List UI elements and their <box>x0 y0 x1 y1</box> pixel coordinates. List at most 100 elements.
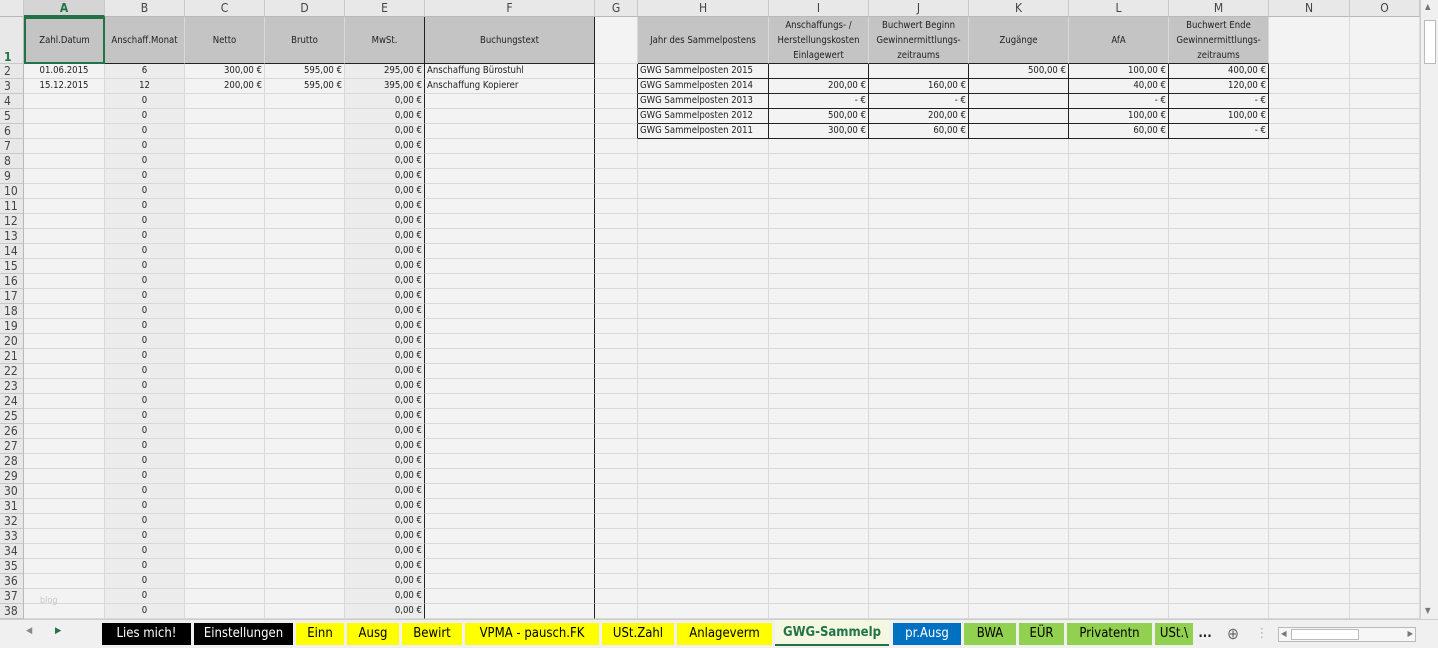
cell-N5[interactable] <box>1269 109 1350 124</box>
cell-C38[interactable] <box>185 604 265 619</box>
sheet-tab[interactable]: Bewirt <box>402 623 462 645</box>
cell-K13[interactable] <box>969 229 1069 244</box>
cell-A18[interactable] <box>24 304 105 319</box>
cell-B19[interactable]: 0 <box>105 319 185 334</box>
column-header-o[interactable]: O <box>1350 0 1420 17</box>
cell-H11[interactable] <box>638 199 769 214</box>
cell-A8[interactable] <box>24 154 105 169</box>
cell-L29[interactable] <box>1069 469 1169 484</box>
cell-M29[interactable] <box>1169 469 1269 484</box>
row-header[interactable]: 16 <box>0 274 24 289</box>
row-header[interactable]: 37 <box>0 589 24 604</box>
cell-O14[interactable] <box>1350 244 1420 259</box>
cell-E25[interactable]: 0,00 € <box>345 409 425 424</box>
cell-L3[interactable]: 40,00 € <box>1069 79 1169 94</box>
cell-D33[interactable] <box>265 529 345 544</box>
cell-H16[interactable] <box>638 274 769 289</box>
cell-I32[interactable] <box>769 514 869 529</box>
cell-J3[interactable]: 160,00 € <box>869 79 969 94</box>
cell-N24[interactable] <box>1269 394 1350 409</box>
cell-J32[interactable] <box>869 514 969 529</box>
cell-E8[interactable]: 0,00 € <box>345 154 425 169</box>
cell-F25[interactable] <box>425 409 595 424</box>
cell-O25[interactable] <box>1350 409 1420 424</box>
cell-J34[interactable] <box>869 544 969 559</box>
cell-M38[interactable] <box>1169 604 1269 619</box>
cell-D35[interactable] <box>265 559 345 574</box>
cell-I36[interactable] <box>769 574 869 589</box>
cell-O34[interactable] <box>1350 544 1420 559</box>
cell-M15[interactable] <box>1169 259 1269 274</box>
cell-L12[interactable] <box>1069 214 1169 229</box>
cell-B8[interactable]: 0 <box>105 154 185 169</box>
cell-D27[interactable] <box>265 439 345 454</box>
cell-I35[interactable] <box>769 559 869 574</box>
cell-J29[interactable] <box>869 469 969 484</box>
cell-F6[interactable] <box>425 124 595 139</box>
cell-B17[interactable]: 0 <box>105 289 185 304</box>
cell-N10[interactable] <box>1269 184 1350 199</box>
cell-F30[interactable] <box>425 484 595 499</box>
cell-G37[interactable] <box>595 589 638 604</box>
cell-M35[interactable] <box>1169 559 1269 574</box>
cell-A28[interactable] <box>24 454 105 469</box>
cell-F11[interactable] <box>425 199 595 214</box>
cell-D9[interactable] <box>265 169 345 184</box>
row-header[interactable]: 18 <box>0 304 24 319</box>
cell-L6[interactable]: 60,00 € <box>1069 124 1169 139</box>
cell-J30[interactable] <box>869 484 969 499</box>
cell-K9[interactable] <box>969 169 1069 184</box>
cell-E10[interactable]: 0,00 € <box>345 184 425 199</box>
cell-A7[interactable] <box>24 139 105 154</box>
cell-N28[interactable] <box>1269 454 1350 469</box>
row-header[interactable]: 9 <box>0 169 24 184</box>
cell-O33[interactable] <box>1350 529 1420 544</box>
cell-I38[interactable] <box>769 604 869 619</box>
cell-K33[interactable] <box>969 529 1069 544</box>
cell-J22[interactable] <box>869 364 969 379</box>
cell-M14[interactable] <box>1169 244 1269 259</box>
cell-D38[interactable] <box>265 604 345 619</box>
cell-L4[interactable]: - € <box>1069 94 1169 109</box>
cell-N1[interactable] <box>1269 17 1350 64</box>
cell-L26[interactable] <box>1069 424 1169 439</box>
cell-B35[interactable]: 0 <box>105 559 185 574</box>
cell-G32[interactable] <box>595 514 638 529</box>
cell-L21[interactable] <box>1069 349 1169 364</box>
cell-F12[interactable] <box>425 214 595 229</box>
cell-M33[interactable] <box>1169 529 1269 544</box>
cell-K32[interactable] <box>969 514 1069 529</box>
cell-F18[interactable] <box>425 304 595 319</box>
cell-N16[interactable] <box>1269 274 1350 289</box>
scroll-left-icon[interactable]: ◀ <box>1281 629 1287 638</box>
cell-J28[interactable] <box>869 454 969 469</box>
cell-H21[interactable] <box>638 349 769 364</box>
cell-H30[interactable] <box>638 484 769 499</box>
cell-D8[interactable] <box>265 154 345 169</box>
cell-O32[interactable] <box>1350 514 1420 529</box>
cell-B4[interactable]: 0 <box>105 94 185 109</box>
spreadsheet-grid[interactable]: A B C D E F G H I J K L M N O 1 Zahl.Datum Anschaff.Monat… <box>0 0 1420 619</box>
cell-B15[interactable]: 0 <box>105 259 185 274</box>
cell-D1[interactable]: Brutto <box>265 17 345 64</box>
cell-N32[interactable] <box>1269 514 1350 529</box>
cell-K35[interactable] <box>969 559 1069 574</box>
cell-E7[interactable]: 0,00 € <box>345 139 425 154</box>
cell-I22[interactable] <box>769 364 869 379</box>
cell-C31[interactable] <box>185 499 265 514</box>
cell-M2[interactable]: 400,00 € <box>1169 64 1269 79</box>
cell-B13[interactable]: 0 <box>105 229 185 244</box>
cell-C37[interactable] <box>185 589 265 604</box>
cell-E24[interactable]: 0,00 € <box>345 394 425 409</box>
cell-D15[interactable] <box>265 259 345 274</box>
row-header[interactable]: 4 <box>0 94 24 109</box>
cell-I16[interactable] <box>769 274 869 289</box>
cell-B11[interactable]: 0 <box>105 199 185 214</box>
cell-M6[interactable]: - € <box>1169 124 1269 139</box>
cell-J1[interactable]: Buchwert Beginn Gewinnermittlungs-zeitra… <box>869 17 969 64</box>
cell-D26[interactable] <box>265 424 345 439</box>
row-header[interactable]: 25 <box>0 409 24 424</box>
cell-G6[interactable] <box>595 124 638 139</box>
cell-J12[interactable] <box>869 214 969 229</box>
column-header-f[interactable]: F <box>425 0 595 17</box>
